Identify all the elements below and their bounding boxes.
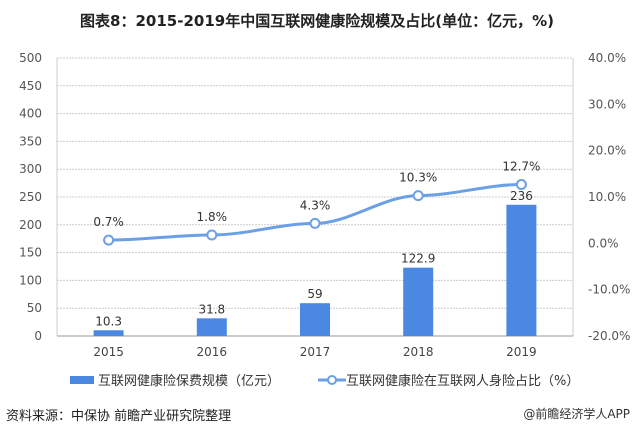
- bar: [93, 330, 124, 336]
- right-tick-label: 40.0%: [588, 51, 626, 65]
- right-tick-label: 30.0%: [588, 97, 626, 111]
- line-point: [103, 234, 115, 246]
- line-data-label: 12.7%: [502, 159, 540, 173]
- left-tick-label: 350: [19, 134, 42, 148]
- bar: [196, 318, 227, 336]
- line-data-label: 1.8%: [197, 210, 228, 224]
- legend-line-label: 互联网健康险在互联网人身险占比（%）: [346, 374, 580, 389]
- line-point: [515, 178, 527, 190]
- left-tick-label: 450: [19, 79, 42, 93]
- left-tick-label: 400: [19, 107, 42, 121]
- left-tick-label: 100: [19, 273, 42, 287]
- left-tick-label: 300: [19, 162, 42, 176]
- bar: [403, 267, 434, 336]
- bar: [300, 303, 330, 336]
- right-tick-label: 10.0%: [588, 190, 626, 204]
- legend-bar-label: 互联网健康险保费规模（亿元）: [98, 374, 281, 389]
- brand-credit: @前瞻经济学人APP: [523, 407, 630, 421]
- line-data-label: 4.3%: [300, 198, 331, 212]
- right-tick-label: -20.0%: [588, 329, 630, 343]
- right-tick-label: 0.0%: [588, 236, 619, 250]
- legend-item-bar: 互联网健康险保费规模（亿元）: [70, 370, 280, 389]
- legend-line-swatch: [318, 374, 346, 385]
- chart-plot: 0 50 100 150 200 250 300 350 400 450 500 -20.0% -10.…: [19, 51, 630, 359]
- chart-title: 图表8：2015-2019年中国互联网健康险规模及占比(单位：亿元，%): [80, 12, 554, 30]
- x-tick-label: 2019: [506, 345, 537, 359]
- line-point: [309, 217, 321, 229]
- left-tick-label: 250: [19, 190, 42, 204]
- left-tick-label: 0: [34, 329, 42, 343]
- line-point: [412, 190, 424, 202]
- right-tick-label: 20.0%: [588, 144, 626, 158]
- bar-data-label: 122.9: [401, 252, 435, 266]
- legend-bar-swatch: [70, 375, 94, 384]
- bar: [506, 204, 537, 336]
- line-data-label: 10.3%: [399, 171, 437, 185]
- bar-data-label: 31.8: [198, 302, 225, 316]
- line-point: [206, 229, 218, 241]
- source-note: 资料来源：中保协 前瞻产业研究院整理: [6, 409, 232, 424]
- x-tick-label: 2016: [197, 345, 228, 359]
- left-tick-label: 500: [19, 51, 42, 65]
- bar-data-label: 59: [307, 287, 322, 301]
- left-tick-label: 150: [19, 246, 42, 260]
- left-tick-label: 200: [19, 218, 42, 232]
- bar-data-label: 236: [510, 189, 533, 203]
- line-data-label: 0.7%: [93, 215, 124, 229]
- x-tick-label: 2017: [300, 345, 331, 359]
- bar-data-label: 10.3: [95, 314, 122, 328]
- legend-item-line: 互联网健康险在互联网人身险占比（%）: [318, 370, 579, 389]
- x-tick-label: 2015: [93, 345, 124, 359]
- left-tick-label: 50: [27, 301, 42, 315]
- x-tick-label: 2018: [403, 345, 434, 359]
- right-tick-label: -10.0%: [588, 283, 630, 297]
